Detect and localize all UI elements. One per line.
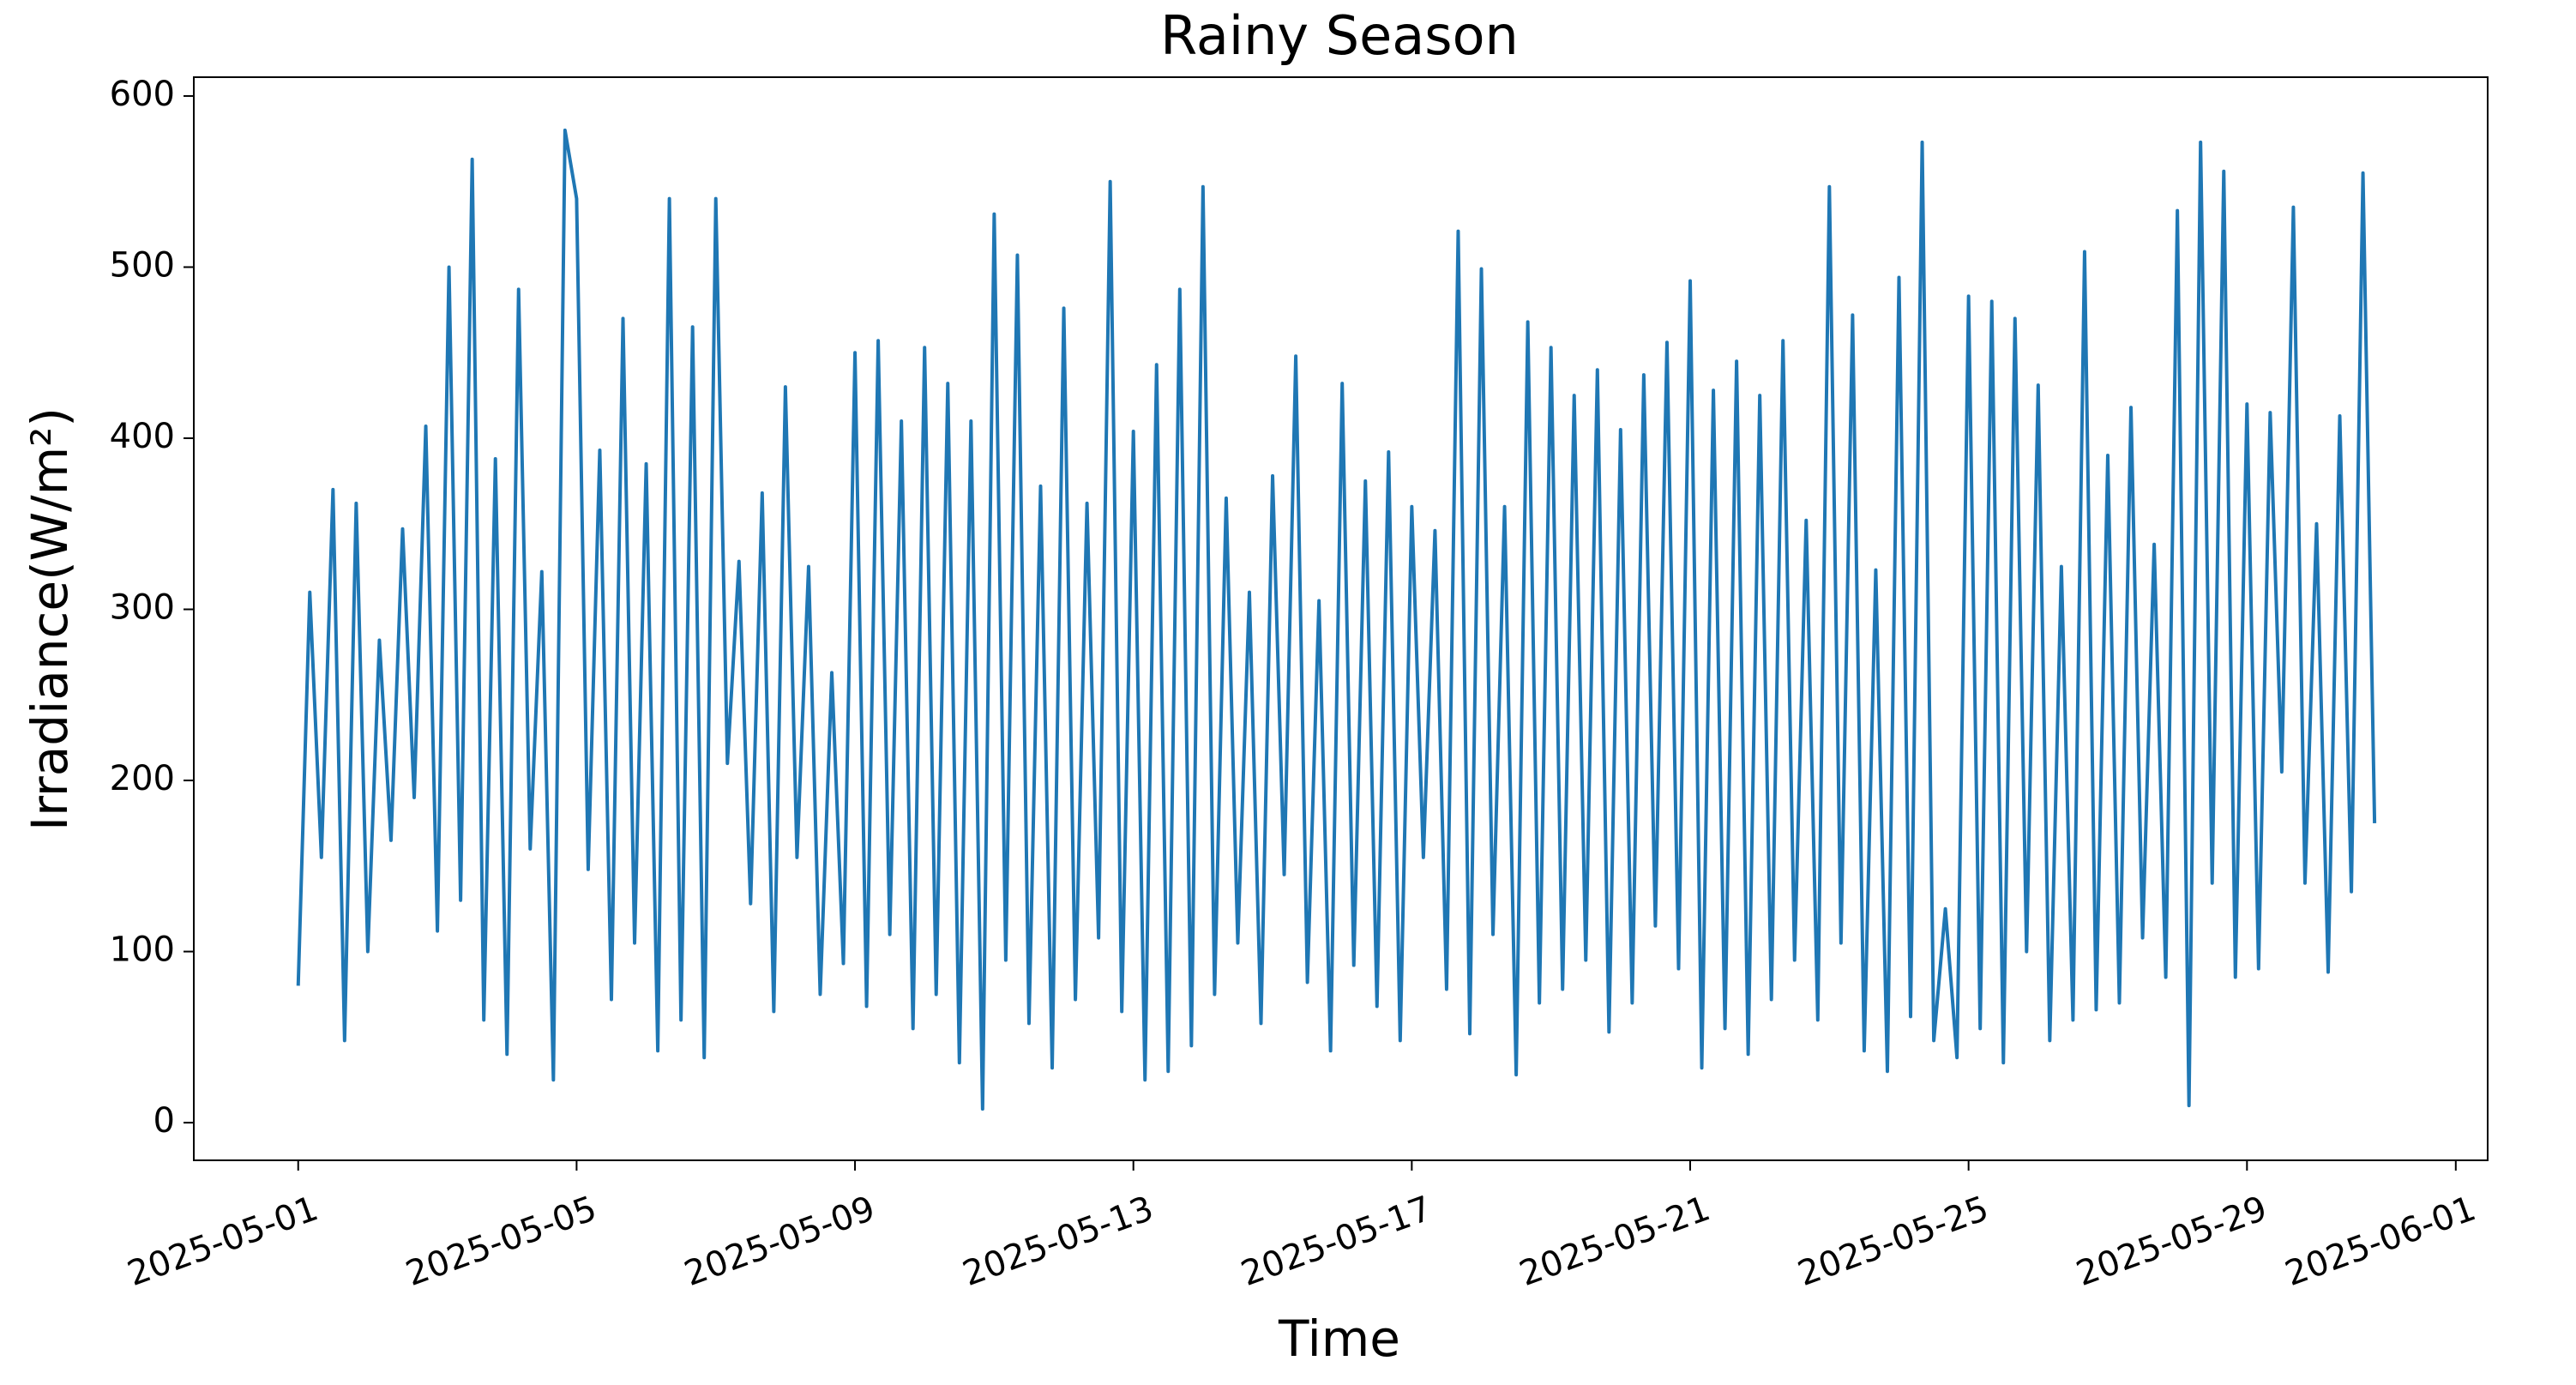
x-tick-label: 2025-05-17 <box>1236 1189 1436 1294</box>
y-tick-label: 500 <box>110 245 175 285</box>
x-axis-label: Time <box>1278 1310 1400 1368</box>
y-tick-label: 400 <box>110 417 175 456</box>
x-tick-label: 2025-05-25 <box>1793 1189 1994 1294</box>
x-tick-label: 2025-05-13 <box>958 1189 1159 1294</box>
y-tick-label: 0 <box>153 1101 175 1141</box>
x-tick-label: 2025-05-21 <box>1514 1189 1715 1294</box>
x-tick-label: 2025-05-09 <box>679 1189 880 1294</box>
y-tick-label: 300 <box>110 588 175 628</box>
y-axis-label: Irradiance(W/m²) <box>21 407 79 831</box>
data-line <box>296 128 2377 1111</box>
y-tick-label: 100 <box>110 930 175 970</box>
chart-title: Rainy Season <box>1160 4 1519 67</box>
y-tick-label: 600 <box>110 75 175 114</box>
x-tick-label: 2025-05-01 <box>123 1189 323 1294</box>
plot-frame <box>193 76 2489 1161</box>
y-tick-label: 200 <box>110 759 175 798</box>
x-tick-label: 2025-05-05 <box>400 1189 601 1294</box>
x-tick-label: 2025-06-01 <box>2280 1189 2481 1294</box>
x-tick-label: 2025-05-29 <box>2071 1189 2272 1294</box>
